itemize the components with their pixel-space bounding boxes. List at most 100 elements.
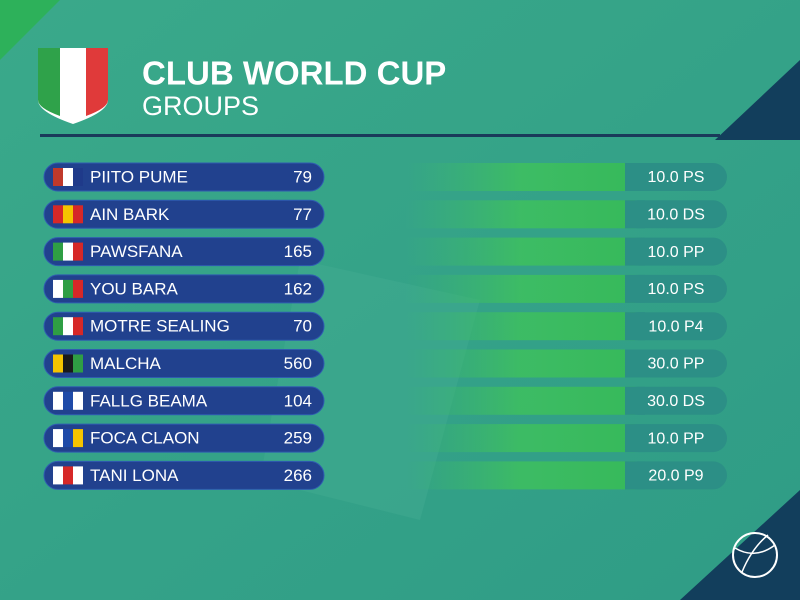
flag-stripe [73, 391, 83, 410]
corner-accent [0, 0, 60, 60]
flag-shield [38, 48, 108, 124]
stat-pill [625, 349, 727, 378]
stat-pill-edge [625, 424, 645, 453]
team-name: FOCA CLAON [90, 429, 200, 448]
flag-stripe [53, 391, 63, 410]
stat-pill [625, 424, 727, 453]
flag-stripe [63, 391, 73, 410]
flag-icon [53, 279, 83, 298]
corner-triangle [715, 60, 800, 140]
row-pill [43, 311, 325, 341]
flag-stripe [73, 205, 83, 224]
stat-pill [625, 312, 727, 341]
flag-stripe [63, 242, 73, 261]
team-name: MALCHA [90, 354, 162, 373]
row-pill [43, 349, 325, 378]
stat-pill [625, 274, 727, 303]
flag-stripe [73, 317, 83, 336]
stat-pill [625, 386, 727, 415]
row-pill [43, 162, 325, 192]
title: CLUB WORLD CUP [142, 55, 446, 92]
stat-label: 30.0 PP [648, 356, 705, 373]
stat-pill [625, 461, 727, 490]
flag-stripe [73, 466, 83, 485]
stat-pill-edge [625, 349, 645, 378]
rows: PIITO PUME 79 10.0 PS AIN BARK 77 10.0 DS PAWS… [43, 162, 727, 490]
flag-stripe [63, 168, 73, 186]
stat-pill-edge [625, 274, 645, 303]
team-value: 165 [284, 242, 312, 261]
flag-stripe [63, 429, 73, 448]
team-name: YOU BARA [90, 279, 179, 298]
stat-label: 10.0 P4 [648, 318, 703, 335]
flag-stripe [53, 205, 63, 224]
stat-label: 10.0 PP [648, 244, 705, 261]
flag-icon [53, 205, 83, 224]
row-pill [43, 237, 325, 267]
flag-stripe [53, 279, 63, 298]
flag-icon [53, 242, 83, 261]
corner-triangle [680, 490, 800, 600]
green-bar [405, 200, 635, 229]
green-bar [405, 274, 635, 303]
team-name: FALLG BEAMA [90, 391, 208, 410]
green-bar [405, 163, 635, 191]
stat-pill-edge [625, 386, 645, 415]
team-value: 259 [284, 429, 312, 448]
logo-lines [734, 534, 776, 573]
flag-stripe [53, 354, 63, 373]
subtitle: GROUPS [142, 91, 259, 121]
stat-pill-edge [625, 312, 645, 341]
flag-stripe [73, 354, 83, 373]
stat-pill-edge [625, 237, 645, 266]
flag-stripe [63, 317, 73, 336]
flag-stripe [63, 354, 73, 373]
team-value: 266 [284, 466, 312, 485]
team-name: PAWSFANA [90, 242, 183, 261]
flag-icon [53, 317, 83, 336]
flag-stripe [63, 279, 73, 298]
stat-pill [625, 163, 727, 191]
flag-icon [53, 391, 83, 410]
stat-pill-edge [625, 461, 645, 490]
logo-ball [732, 532, 778, 578]
team-name: AIN BARK [90, 205, 170, 224]
row-pill [43, 460, 325, 490]
team-value: 77 [293, 205, 312, 224]
stat-label: 20.0 P9 [648, 468, 703, 485]
flag-stripe [63, 466, 73, 485]
green-bar [405, 424, 635, 453]
green-bar [405, 237, 635, 266]
team-value: 79 [293, 167, 312, 186]
stat-pill-edge [625, 163, 645, 191]
green-bar [405, 349, 635, 378]
flag-stripe [53, 317, 63, 336]
stat-label: 10.0 PP [648, 430, 705, 447]
stat-label: 10.0 PS [648, 169, 705, 186]
flag-stripe [53, 429, 63, 448]
flag-icon [53, 354, 83, 373]
team-value: 104 [284, 391, 312, 410]
row-pill [43, 423, 325, 453]
row-pill [43, 199, 325, 229]
flag-stripe [53, 168, 63, 186]
flag-stripe [63, 205, 73, 224]
team-name: TANI LONA [90, 466, 179, 485]
green-bar [405, 386, 635, 415]
flag-stripe [73, 168, 83, 186]
stat-pill-edge [625, 200, 645, 229]
header-rule [40, 134, 720, 137]
stat-label: 30.0 DS [647, 393, 705, 410]
flag-stripe [53, 466, 63, 485]
flag-stripe [53, 242, 63, 261]
flag-icon [53, 168, 83, 186]
team-value: 560 [284, 354, 312, 373]
team-value: 162 [284, 279, 312, 298]
team-name: MOTRE SEALING [90, 317, 230, 336]
stat-label: 10.0 DS [647, 207, 705, 224]
team-name: PIITO PUME [90, 167, 188, 186]
flag-stripe [73, 279, 83, 298]
row-pill [43, 386, 325, 416]
